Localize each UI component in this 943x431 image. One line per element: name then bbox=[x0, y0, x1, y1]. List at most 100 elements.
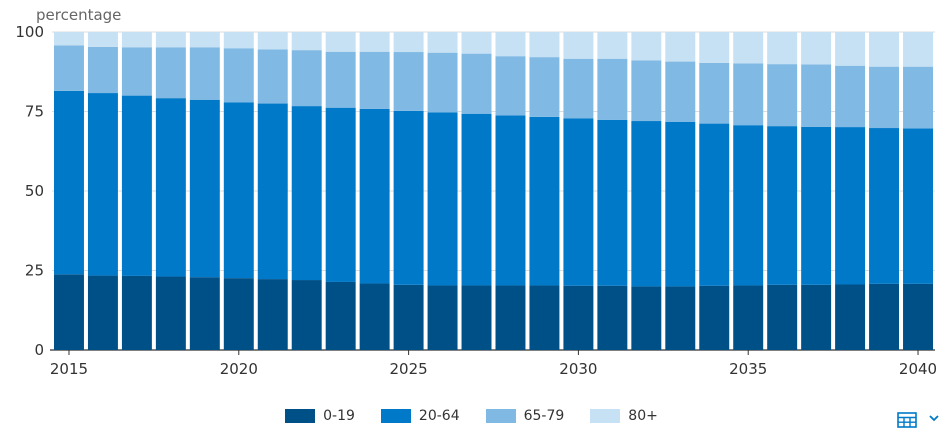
bar-80+-2030[interactable] bbox=[563, 32, 594, 59]
bar-0-19-2033[interactable] bbox=[665, 286, 696, 350]
bar-80+-2037[interactable] bbox=[801, 32, 832, 65]
bar-65-79-2025[interactable] bbox=[393, 52, 424, 111]
bar-20-64-2022[interactable] bbox=[291, 106, 322, 281]
bar-20-64-2039[interactable] bbox=[869, 128, 900, 284]
bar-65-79-2029[interactable] bbox=[529, 57, 560, 117]
bar-65-79-2026[interactable] bbox=[427, 52, 458, 113]
bar-0-19-2016[interactable] bbox=[87, 275, 118, 350]
bar-80+-2026[interactable] bbox=[427, 32, 458, 53]
bar-65-79-2039[interactable] bbox=[869, 66, 900, 129]
bar-65-79-2028[interactable] bbox=[495, 56, 526, 116]
bar-0-19-2039[interactable] bbox=[869, 283, 900, 350]
bar-0-19-2026[interactable] bbox=[427, 285, 458, 350]
bar-80+-2015[interactable] bbox=[54, 32, 84, 46]
bar-20-64-2034[interactable] bbox=[699, 123, 730, 286]
bar-0-19-2038[interactable] bbox=[835, 284, 866, 350]
chevron-icon[interactable] bbox=[928, 410, 940, 424]
bar-80+-2025[interactable] bbox=[393, 32, 424, 53]
bar-80+-2029[interactable] bbox=[529, 32, 560, 58]
bar-20-64-2028[interactable] bbox=[495, 115, 526, 286]
bar-80+-2035[interactable] bbox=[733, 32, 764, 64]
bar-0-19-2035[interactable] bbox=[733, 285, 764, 350]
bar-0-19-2019[interactable] bbox=[189, 277, 220, 350]
bar-0-19-2021[interactable] bbox=[257, 279, 288, 350]
bar-65-79-2027[interactable] bbox=[461, 53, 492, 114]
bar-20-64-2017[interactable] bbox=[121, 95, 152, 276]
bar-80+-2040[interactable] bbox=[903, 32, 933, 67]
bar-0-19-2040[interactable] bbox=[903, 283, 933, 350]
bar-0-19-2028[interactable] bbox=[495, 285, 526, 350]
bar-20-64-2025[interactable] bbox=[393, 110, 424, 285]
bar-20-64-2016[interactable] bbox=[87, 93, 118, 276]
bar-65-79-2016[interactable] bbox=[87, 46, 118, 94]
bar-0-19-2020[interactable] bbox=[223, 278, 254, 350]
bar-20-64-2032[interactable] bbox=[631, 121, 662, 287]
legend-item-20-64[interactable]: 20-64 bbox=[380, 405, 460, 427]
bar-20-64-2024[interactable] bbox=[359, 108, 390, 284]
bar-80+-2038[interactable] bbox=[835, 32, 866, 66]
legend-item-80+[interactable]: 80+ bbox=[590, 405, 658, 427]
bar-80+-2021[interactable] bbox=[257, 32, 288, 50]
bar-80+-2019[interactable] bbox=[189, 32, 220, 48]
bar-0-19-2025[interactable] bbox=[393, 284, 424, 350]
bar-65-79-2038[interactable] bbox=[835, 65, 866, 128]
bar-80+-2031[interactable] bbox=[597, 32, 628, 59]
bar-0-19-2029[interactable] bbox=[529, 285, 560, 350]
bar-20-64-2040[interactable] bbox=[903, 128, 933, 284]
bar-20-64-2031[interactable] bbox=[597, 119, 628, 286]
legend-item-0-19[interactable]: 0-19 bbox=[285, 405, 355, 427]
bar-65-79-2018[interactable] bbox=[155, 47, 186, 99]
table-icon[interactable] bbox=[897, 412, 917, 428]
bar-20-64-2037[interactable] bbox=[801, 126, 832, 285]
bar-20-64-2020[interactable] bbox=[223, 102, 254, 279]
bar-65-79-2015[interactable] bbox=[54, 45, 84, 91]
bar-0-19-2030[interactable] bbox=[563, 285, 594, 350]
bar-0-19-2037[interactable] bbox=[801, 284, 832, 350]
bar-65-79-2021[interactable] bbox=[257, 49, 288, 104]
bar-65-79-2031[interactable] bbox=[597, 58, 628, 120]
bar-80+-2016[interactable] bbox=[87, 32, 118, 47]
bar-65-79-2030[interactable] bbox=[563, 58, 594, 119]
bar-0-19-2034[interactable] bbox=[699, 285, 730, 350]
bar-65-79-2036[interactable] bbox=[767, 64, 798, 127]
bar-0-19-2036[interactable] bbox=[767, 284, 798, 350]
bar-65-79-2019[interactable] bbox=[189, 47, 220, 100]
bar-80+-2033[interactable] bbox=[665, 32, 696, 62]
bar-65-79-2040[interactable] bbox=[903, 66, 933, 129]
bar-0-19-2027[interactable] bbox=[461, 285, 492, 350]
bar-20-64-2036[interactable] bbox=[767, 126, 798, 285]
bar-20-64-2033[interactable] bbox=[665, 121, 696, 287]
bar-20-64-2027[interactable] bbox=[461, 113, 492, 286]
bar-80+-2027[interactable] bbox=[461, 32, 492, 54]
bar-0-19-2031[interactable] bbox=[597, 285, 628, 350]
bar-0-19-2023[interactable] bbox=[325, 281, 356, 350]
bar-20-64-2015[interactable] bbox=[54, 90, 84, 275]
bar-80+-2039[interactable] bbox=[869, 32, 900, 67]
bar-20-64-2023[interactable] bbox=[325, 107, 356, 282]
bar-20-64-2038[interactable] bbox=[835, 127, 866, 285]
bar-20-64-2030[interactable] bbox=[563, 118, 594, 286]
bar-65-79-2032[interactable] bbox=[631, 60, 662, 122]
bar-80+-2020[interactable] bbox=[223, 32, 254, 49]
bar-0-19-2015[interactable] bbox=[54, 274, 84, 350]
legend-item-65-79[interactable]: 65-79 bbox=[485, 405, 564, 427]
bar-0-19-2017[interactable] bbox=[121, 275, 152, 350]
bar-80+-2034[interactable] bbox=[699, 32, 730, 63]
bar-80+-2036[interactable] bbox=[767, 32, 798, 65]
bar-0-19-2024[interactable] bbox=[359, 283, 390, 350]
bar-65-79-2024[interactable] bbox=[359, 51, 390, 109]
bar-20-64-2019[interactable] bbox=[189, 99, 220, 278]
bar-80+-2023[interactable] bbox=[325, 32, 356, 52]
bar-80+-2028[interactable] bbox=[495, 32, 526, 57]
bar-20-64-2035[interactable] bbox=[733, 125, 764, 286]
bar-65-79-2037[interactable] bbox=[801, 64, 832, 127]
bar-20-64-2026[interactable] bbox=[427, 112, 458, 286]
bar-0-19-2022[interactable] bbox=[291, 280, 322, 350]
bar-65-79-2033[interactable] bbox=[665, 61, 696, 122]
bar-80+-2022[interactable] bbox=[291, 32, 322, 51]
bar-20-64-2029[interactable] bbox=[529, 116, 560, 286]
bar-0-19-2018[interactable] bbox=[155, 276, 186, 350]
bar-65-79-2035[interactable] bbox=[733, 63, 764, 126]
bar-65-79-2020[interactable] bbox=[223, 48, 254, 103]
bar-65-79-2023[interactable] bbox=[325, 51, 356, 108]
